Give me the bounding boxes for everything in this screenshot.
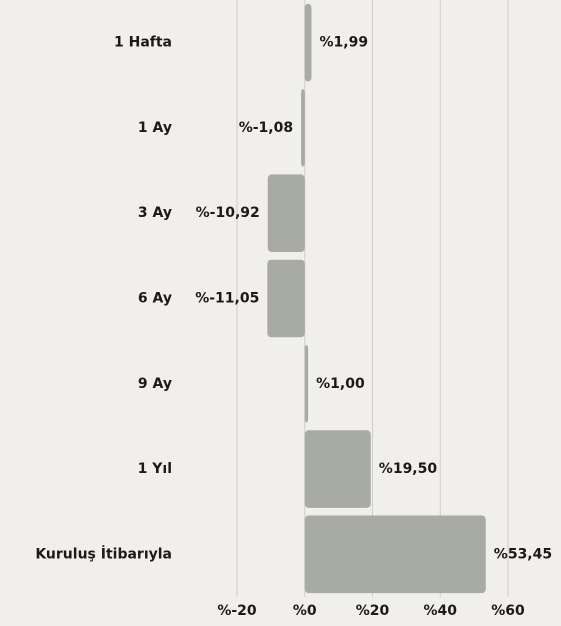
bar bbox=[304, 430, 371, 508]
value-label: %-11,05 bbox=[195, 291, 259, 307]
value-label: %1,99 bbox=[319, 35, 368, 51]
bar bbox=[304, 515, 486, 594]
y-tick-label: Kuruluş İtibarıyla bbox=[35, 545, 172, 562]
value-label: %-1,08 bbox=[239, 120, 293, 136]
y-tick-label: 6 Ay bbox=[138, 291, 172, 307]
y-tick-label: 3 Ay bbox=[138, 205, 172, 221]
x-tick-label: %60 bbox=[491, 603, 525, 619]
y-tick-label: 1 Yıl bbox=[138, 461, 172, 477]
value-label: %53,45 bbox=[494, 546, 552, 562]
bar bbox=[267, 174, 305, 253]
x-tick-label: %-20 bbox=[217, 603, 257, 619]
value-label: %1,00 bbox=[316, 376, 365, 392]
x-tick-label: %40 bbox=[423, 603, 457, 619]
bar bbox=[267, 259, 305, 338]
x-tick-label: %20 bbox=[356, 603, 390, 619]
y-tick-label: 1 Ay bbox=[138, 120, 172, 136]
bar bbox=[304, 3, 312, 82]
y-tick-label: 1 Hafta bbox=[114, 35, 172, 51]
y-tick-label: 9 Ay bbox=[138, 376, 172, 392]
bar bbox=[304, 344, 309, 423]
bar bbox=[301, 89, 305, 167]
value-label: %-10,92 bbox=[196, 205, 260, 221]
x-tick-label: %0 bbox=[293, 603, 317, 619]
value-label: %19,50 bbox=[379, 461, 438, 477]
